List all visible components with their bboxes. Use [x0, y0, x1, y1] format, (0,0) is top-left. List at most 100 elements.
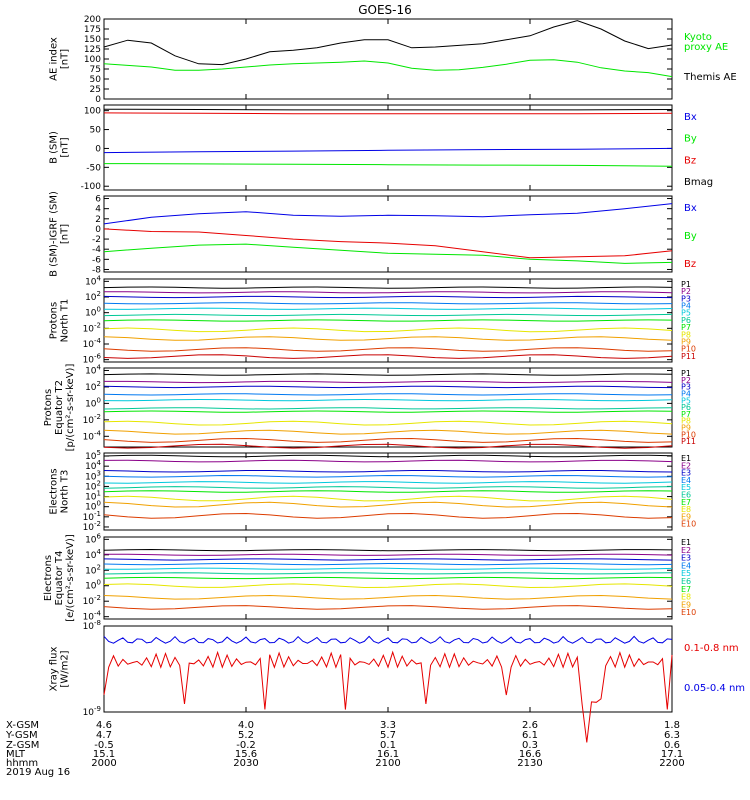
ephemeris-value: 5.7	[380, 730, 396, 741]
ephemeris-value: 0.6	[664, 740, 680, 751]
channel-label-e5: E5	[681, 569, 691, 578]
channel-line-p9	[103, 429, 673, 435]
channel-line-e8	[103, 583, 673, 589]
plot-title: GOES-16	[358, 3, 412, 17]
y-tick-label: 25	[90, 85, 101, 95]
series-line-kyoto-proxy-ae	[103, 59, 673, 78]
channel-line-e3	[103, 558, 673, 561]
channel-label-p11: P11	[681, 352, 696, 361]
ephemeris-value: 6.3	[664, 730, 680, 741]
y-tick-label: -50	[86, 163, 101, 173]
ephemeris-value: 15.6	[235, 749, 257, 760]
y-tick-label: 105	[85, 449, 101, 462]
channel-line-e1	[103, 548, 673, 552]
y-tick-label: 4	[95, 205, 101, 215]
channel-label-p6: P6	[681, 403, 691, 412]
ephemeris-value: -0.2	[236, 740, 256, 751]
y-tick-label: 100	[85, 579, 101, 592]
y-tick-label: 102	[85, 380, 101, 393]
series-line-bz	[103, 112, 673, 115]
row-label: MLT	[6, 749, 26, 760]
channel-label-e6: E6	[681, 577, 691, 586]
channel-line-e2	[103, 459, 673, 463]
channel-line-p1	[103, 286, 673, 289]
channel-line-p6	[103, 407, 673, 410]
y-tick-label: 102	[85, 290, 101, 303]
y-tick-label: 0	[95, 95, 101, 105]
y-tick-label: 0	[95, 144, 101, 154]
channel-label-e2: E2	[681, 546, 691, 555]
channel-line-e5	[103, 481, 673, 484]
y-tick-label: 10-4	[83, 610, 102, 623]
row-label: Z-GSM	[6, 740, 39, 751]
y-tick-label: 125	[84, 45, 101, 55]
channel-line-p8	[103, 327, 673, 333]
y-tick-label: -4	[92, 245, 101, 255]
channel-label-p5: P5	[681, 396, 691, 405]
y-tick-label: 6	[95, 195, 101, 205]
y-tick-label: 100	[85, 500, 101, 513]
channel-label-e6: E6	[681, 491, 691, 500]
y-tick-label: 10-1	[83, 510, 101, 523]
series-line-by	[103, 163, 673, 167]
channel-line-p11	[103, 354, 673, 359]
panel-pn1: 10-6 10-4 10-2 100 102 104 Protons North T1 P1P2…	[49, 274, 697, 365]
legend-entry: Bx	[684, 112, 697, 123]
y-tick-label: 104	[85, 363, 101, 376]
channel-label-e10: E10	[681, 608, 696, 617]
series-line-bmag	[103, 108, 673, 111]
channel-label-e1: E1	[681, 454, 691, 463]
panel-frame	[103, 625, 673, 713]
channel-line-p10	[103, 347, 673, 352]
channel-line-p4	[103, 302, 673, 305]
ephemeris-value: 3.3	[380, 720, 396, 731]
ephemeris-value: 15.1	[93, 749, 115, 760]
channel-label-p8: P8	[681, 417, 691, 426]
channel-line-e10	[103, 512, 673, 519]
y-tick-label: 75	[90, 65, 101, 75]
y-tick-label: 10-2	[83, 413, 101, 426]
legend-entry: Bz	[684, 259, 696, 270]
channel-line-p10	[103, 437, 673, 443]
channel-line-e7	[103, 490, 673, 493]
channel-label-p10: P10	[681, 345, 696, 354]
channel-line-e6	[103, 486, 673, 489]
legend-entry: Kyoto	[684, 32, 712, 43]
row-label: hhmm	[6, 758, 38, 769]
panel-bsm: -100 -50 0 50 100 B (SM) [nT] Bx By Bz Bmag	[49, 104, 713, 192]
panel-ee4: 10-4 10-2 100 102 104 106 Electrons Equator T4[…	[43, 532, 696, 622]
y-axis-label: Equator T2	[54, 380, 65, 435]
series-line-bx	[103, 147, 673, 154]
y-tick-label: 50	[90, 126, 102, 136]
y-axis-label: [nT]	[60, 137, 71, 157]
panel-pe2: 10-4 10-2 100 102 104 Protons Equator T2 [p/(cm…	[43, 363, 696, 451]
row-label: Y-GSM	[5, 730, 38, 741]
channel-label-p2: P2	[681, 376, 691, 385]
channel-label-p8: P8	[681, 330, 691, 339]
y-tick-label: 100	[85, 306, 101, 319]
channel-line-e2	[103, 553, 673, 556]
y-tick-label: 10-6	[83, 353, 102, 366]
y-axis-label: Xray flux	[49, 647, 60, 692]
y-tick-label: 104	[85, 274, 101, 287]
channel-label-p3: P3	[681, 383, 691, 392]
y-tick-label: 200	[84, 15, 101, 25]
channel-label-p5: P5	[681, 309, 691, 318]
channel-line-p4	[103, 393, 673, 396]
ephemeris-value: 17.1	[661, 749, 683, 760]
series-line-bx	[103, 203, 673, 225]
y-tick-label: 2	[95, 215, 101, 225]
channel-label-p11: P11	[681, 437, 696, 446]
channel-line-e6	[103, 572, 673, 575]
channel-line-e4	[103, 562, 673, 566]
channel-line-p6	[103, 313, 673, 317]
channel-label-p9: P9	[681, 337, 691, 346]
channel-label-e3: E3	[681, 554, 691, 563]
y-tick-label: 10-8	[83, 619, 101, 632]
y-axis-label: [p/(cm²-s-sr-keV)]	[65, 364, 76, 452]
row-label: X-GSM	[6, 720, 39, 731]
channel-line-e10	[103, 605, 673, 610]
